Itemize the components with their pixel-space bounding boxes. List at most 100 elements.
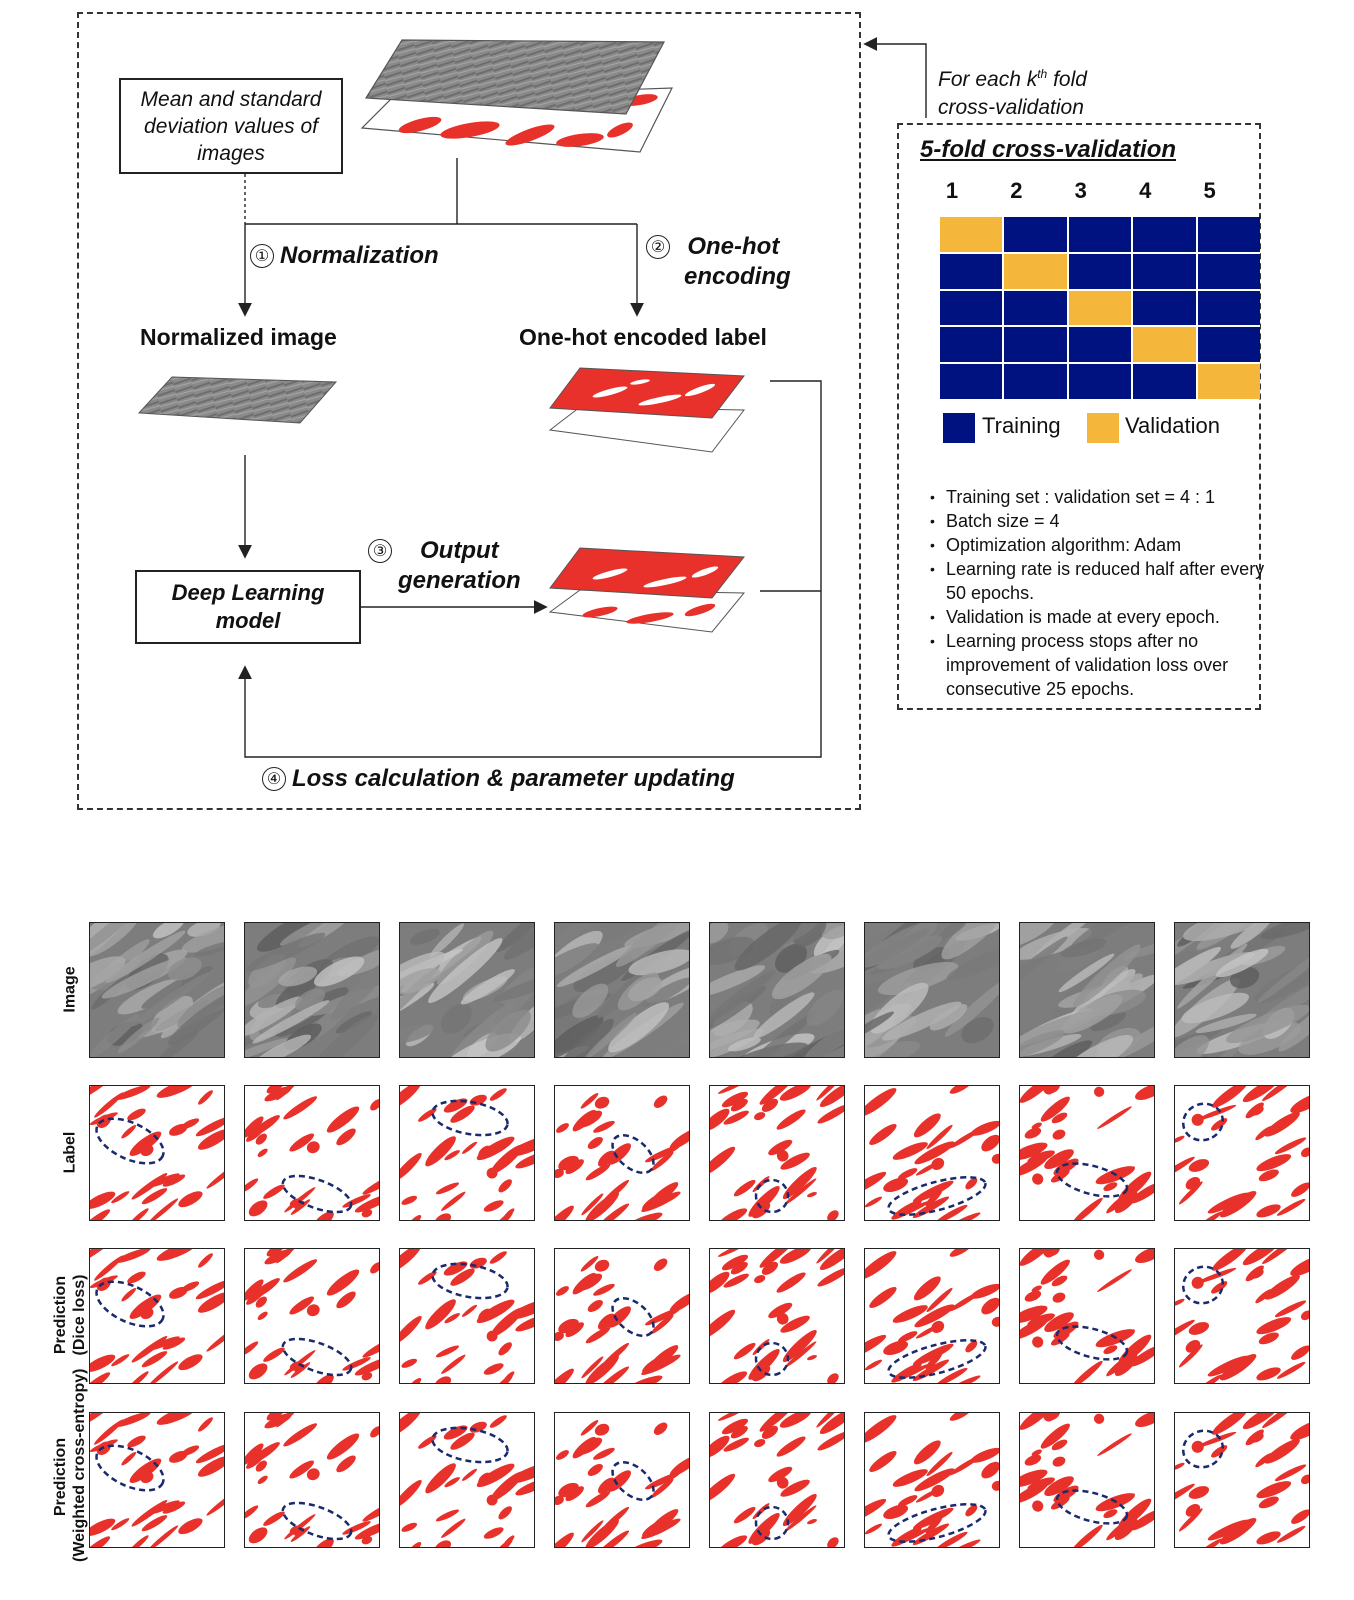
sem-image-tile [864,922,1000,1058]
step2-onehot: ② One-hot encoding [646,232,791,292]
step2-label-line2: encoding [684,263,791,290]
mean-std-box: Mean and standard deviation values of im… [119,78,343,174]
highlight-ellipse [1055,1325,1129,1361]
wce-prediction-tile [1019,1412,1155,1548]
label-tile [89,1085,225,1221]
row-label-dice: Prediction (Dice loss) [52,1274,88,1356]
sem-image-tile [554,922,690,1058]
normalized-image-label: Normalized image [140,324,337,350]
cv-cell-training [1068,364,1132,399]
segmentation-mask [1020,1413,1154,1547]
sem-texture [400,923,534,1057]
cv-cell-training [1068,327,1132,363]
onehot-label-title: One-hot encoded label [519,324,767,350]
fold-note-line2: cross-validation [938,96,1084,119]
label-tile [399,1085,535,1221]
wce-prediction-tile [244,1412,380,1548]
cv-cell-training [1197,327,1260,363]
note-item: Batch size = 4 [930,509,1286,533]
segmentation-mask [90,1413,224,1547]
sem-image-tile [399,922,535,1058]
workflow-frame [77,12,861,810]
highlight-ellipse [754,1178,790,1214]
note-item: Validation is made at every epoch. [930,605,1286,629]
step4-loss: ④ Loss calculation & parameter updating [262,765,735,793]
label-tile [709,1085,845,1221]
cv-cell-training [1197,253,1260,289]
step1-label: Normalization [280,242,439,269]
segmentation-mask [555,1255,689,1383]
row-label-label: Label [61,1131,79,1174]
workflow-connectors [238,37,927,758]
cv-cell-training [1004,290,1067,326]
cv-cell-validation [940,217,1003,252]
segmentation-mask [555,1092,689,1220]
segmentation-mask [710,1086,844,1220]
model-line2: model [215,608,281,633]
cv-fold-grid [940,217,1260,399]
dice-prediction-tile [244,1248,380,1384]
row-label-wce: Prediction (Weighted cross-entropy) [52,1368,88,1563]
highlight-ellipse [887,1503,987,1543]
note-item: Learning process stops after no improvem… [930,629,1286,701]
cv-cell-training [1004,364,1067,399]
label-tile [1174,1085,1310,1221]
segmentation-mask [1020,1249,1154,1383]
segmentation-mask [400,1413,534,1547]
highlight-ellipse [431,1426,509,1464]
sem-texture [1020,923,1154,1057]
cv-cell-training [940,327,1003,363]
dice-prediction-tile [89,1248,225,1384]
cv-cell-training [1004,327,1067,363]
cv-title: 5-fold cross-validation [920,136,1177,163]
normalized-image-layer [137,376,338,424]
sem-image-tile [1174,922,1310,1058]
sem-texture [710,923,844,1057]
workflow-graphics [137,37,927,758]
row-label-image: Image [61,966,79,1013]
cv-cell-training [1004,217,1067,252]
sem-texture [1175,923,1309,1057]
step3-number: ③ [368,539,392,563]
cross-validation-panel [897,123,1261,710]
cv-cell-training [1197,217,1260,252]
highlight-ellipse [887,1339,987,1379]
segmentation-mask [865,1249,999,1383]
cv-cell-training [1133,253,1196,289]
segmentation-mask [1175,1413,1309,1547]
legend-validation-label: Validation [1125,413,1220,438]
cv-cell-validation [1197,364,1260,399]
model-line1: Deep Learning [171,580,325,605]
sem-image-tile [709,922,845,1058]
step2-label-line1: One-hot [687,233,780,260]
step4-label: Loss calculation & parameter updating [292,765,735,792]
step3-label-line2: generation [398,567,521,594]
dice-prediction-tile [399,1248,535,1384]
dice-prediction-tile [1019,1248,1155,1384]
highlight-ellipse [754,1341,790,1377]
step1-normalization: ① Normalization [250,242,439,270]
cv-column-header: 1 [945,178,959,203]
highlight-ellipse [611,1133,655,1175]
cv-cell-training [1133,364,1196,399]
cv-column-header: 5 [1203,178,1216,203]
deep-learning-model-box: Deep Learning model [135,570,361,644]
label-tile [1019,1085,1155,1221]
legend-training-swatch [943,413,975,443]
label-tile [244,1085,380,1221]
highlight-ellipse [431,1262,509,1300]
sem-texture [245,923,379,1057]
cv-cell-validation [1068,290,1132,326]
note-item: Training set : validation set = 4 : 1 [930,485,1286,509]
highlight-ellipse [281,1337,353,1377]
sem-texture [865,923,999,1057]
segmentation-mask [400,1086,534,1220]
label-tile [864,1085,1000,1221]
mean-std-text: Mean and standard deviation values of im… [140,87,322,165]
step2-number: ② [646,235,670,259]
segmentation-mask [555,1419,689,1547]
segmentation-mask [90,1249,224,1383]
dice-prediction-tile [1174,1248,1310,1384]
cv-cell-training [1068,253,1132,289]
segmentation-mask [710,1413,844,1547]
